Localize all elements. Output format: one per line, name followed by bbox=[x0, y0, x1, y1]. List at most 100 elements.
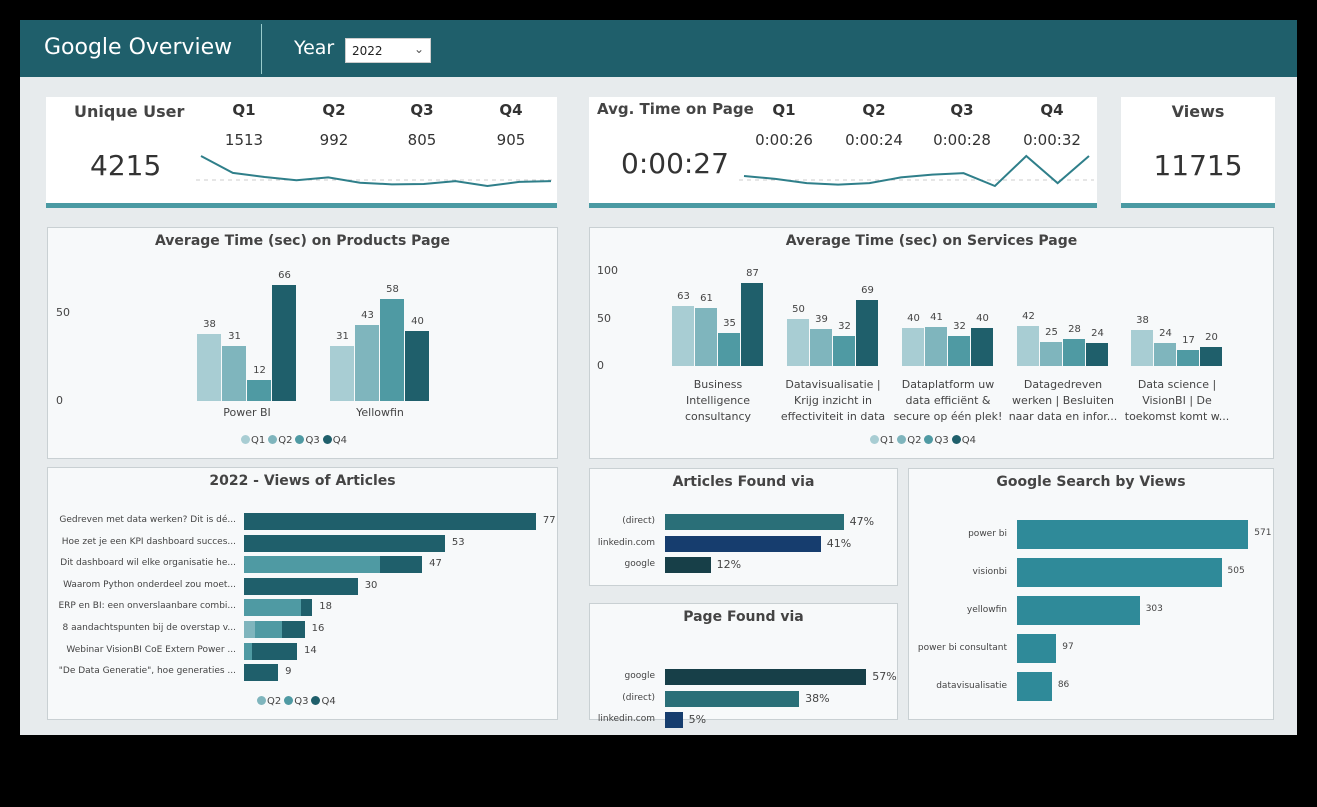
category-label: datavisualisatie bbox=[936, 680, 1007, 691]
data-label: 86 bbox=[1057, 679, 1070, 690]
category-label: Dataplatform uw bbox=[901, 378, 995, 391]
data-label: 17 bbox=[1182, 334, 1195, 346]
data-label: 66 bbox=[278, 269, 291, 281]
data-label: 31 bbox=[336, 331, 349, 343]
category-label: consultancy bbox=[684, 410, 752, 423]
bar-q2 bbox=[810, 328, 832, 366]
data-label: 571 bbox=[1254, 527, 1272, 538]
header-divider bbox=[261, 24, 262, 74]
data-label: 87 bbox=[746, 268, 759, 280]
chart-title: Google Search by Views bbox=[996, 474, 1186, 490]
bar-q2 bbox=[244, 621, 256, 638]
legend-entry[interactable]: Q1 bbox=[880, 435, 895, 446]
data-label: 69 bbox=[861, 285, 874, 297]
quarter-value: 905 bbox=[496, 131, 526, 149]
data-label: 97 bbox=[1062, 641, 1074, 652]
data-label: 41% bbox=[826, 536, 852, 550]
legend-entry[interactable]: Q2 bbox=[907, 435, 922, 446]
year-label: Year bbox=[294, 37, 335, 59]
data-label: 32 bbox=[953, 320, 966, 332]
chart-title: Average Time (sec) on Products Page bbox=[154, 233, 451, 249]
category-label: Krijg inzicht in bbox=[793, 394, 873, 407]
bar bbox=[1017, 634, 1057, 663]
bar-q4 bbox=[741, 283, 763, 366]
legend-entry[interactable]: Q2 bbox=[267, 696, 282, 707]
page-title: Google Overview bbox=[44, 35, 233, 60]
legend-entry[interactable]: Q3 bbox=[305, 435, 320, 446]
data-label: 40 bbox=[976, 313, 989, 324]
bar bbox=[665, 669, 867, 685]
legend-entry[interactable]: Q4 bbox=[961, 435, 976, 446]
sparkline-path bbox=[743, 154, 1090, 188]
data-label: 39 bbox=[815, 313, 828, 325]
bar-q4 bbox=[281, 621, 305, 638]
kpi-views: Views 11715 bbox=[1121, 97, 1275, 208]
bar bbox=[1017, 596, 1140, 625]
legend-entry[interactable]: Q4 bbox=[332, 435, 347, 446]
article-views-chart: 2022 - Views of Articles Gedreven met dat… bbox=[47, 467, 558, 720]
legend-entry[interactable]: Q3 bbox=[934, 435, 949, 446]
quarter-label: Q1 bbox=[772, 101, 796, 119]
bar bbox=[665, 514, 844, 530]
page-found-via-chart: Page Found via google 57% (direct) 38% linked… bbox=[589, 603, 898, 728]
quarter-value: 0:00:24 bbox=[845, 131, 903, 149]
bar-q4 bbox=[856, 300, 878, 366]
data-label: 38 bbox=[203, 319, 216, 331]
bar-q1 bbox=[787, 318, 809, 366]
data-label: 47% bbox=[849, 515, 875, 528]
category-label: linkedin.com bbox=[597, 714, 655, 724]
legend-entry[interactable]: Q3 bbox=[294, 696, 309, 707]
bar-q4 bbox=[251, 642, 298, 660]
legend-dot bbox=[870, 435, 879, 444]
bar-q3 bbox=[255, 621, 282, 638]
quarter-label: Q4 bbox=[499, 101, 523, 119]
legend-dot bbox=[257, 696, 266, 705]
category-label: (direct) bbox=[622, 692, 655, 703]
legend-entry[interactable]: Q2 bbox=[278, 435, 293, 446]
bar-q3 bbox=[244, 556, 381, 574]
data-label: 20 bbox=[1205, 332, 1218, 343]
category-label: "De Data Generatie", hoe generaties ... bbox=[58, 666, 236, 677]
services-page-chart: Average Time (sec) on Services Page 0 50 10… bbox=[589, 227, 1274, 459]
bar-q2 bbox=[1154, 343, 1176, 366]
category-label: Waarom Python onderdeel zou moet... bbox=[63, 579, 236, 590]
data-label: 14 bbox=[304, 644, 317, 656]
bar bbox=[665, 557, 711, 573]
bar-q1 bbox=[902, 328, 924, 366]
data-label: 5% bbox=[688, 713, 707, 726]
category-label: werken | Besluiten bbox=[1012, 394, 1114, 407]
category-label: Business bbox=[693, 378, 743, 391]
quarter-label: Q2 bbox=[322, 101, 346, 119]
data-label: 50 bbox=[792, 303, 805, 315]
category-label: Datagedreven bbox=[1023, 378, 1103, 391]
category-label: Hoe zet je een KPI dashboard succes... bbox=[61, 536, 236, 547]
bar bbox=[665, 690, 800, 707]
year-dropdown[interactable]: 2022 ⌄ bbox=[345, 38, 431, 63]
category-label: effectiviteit in data bbox=[780, 410, 886, 423]
data-label: 43 bbox=[361, 310, 374, 322]
y-tick-label: 50 bbox=[597, 311, 611, 325]
data-label: 9 bbox=[285, 666, 292, 678]
chart-title: Page Found via bbox=[683, 609, 804, 625]
bar-q3 bbox=[948, 335, 970, 366]
category-label: naar data en infor... bbox=[1008, 410, 1118, 423]
bar-q2 bbox=[1040, 342, 1062, 366]
quarter-label: Q3 bbox=[950, 101, 974, 119]
category-label: ERP en BI: een onverslaanbare combi... bbox=[58, 601, 236, 612]
kpi-unique-user: Unique User 4215 Q1 1513 Q2 992 Q3 805 Q4 905 bbox=[46, 97, 557, 208]
bar bbox=[1017, 520, 1249, 549]
legend-entry[interactable]: Q4 bbox=[321, 696, 336, 707]
legend-dot bbox=[241, 435, 250, 444]
y-tick-label: 0 bbox=[56, 394, 63, 407]
legend-dot bbox=[951, 435, 961, 444]
quarter-value: 0:00:32 bbox=[1023, 131, 1081, 149]
chevron-down-icon: ⌄ bbox=[413, 42, 424, 56]
data-label: 16 bbox=[311, 623, 325, 634]
quarter-value: 805 bbox=[407, 131, 437, 149]
bar-q3 bbox=[833, 335, 855, 366]
legend-dot bbox=[924, 435, 934, 444]
quarter-label: Q3 bbox=[410, 101, 434, 119]
bar-q3 bbox=[1177, 349, 1199, 366]
chart-title: Average Time (sec) on Services Page bbox=[785, 233, 1078, 249]
legend-entry[interactable]: Q1 bbox=[251, 435, 266, 446]
